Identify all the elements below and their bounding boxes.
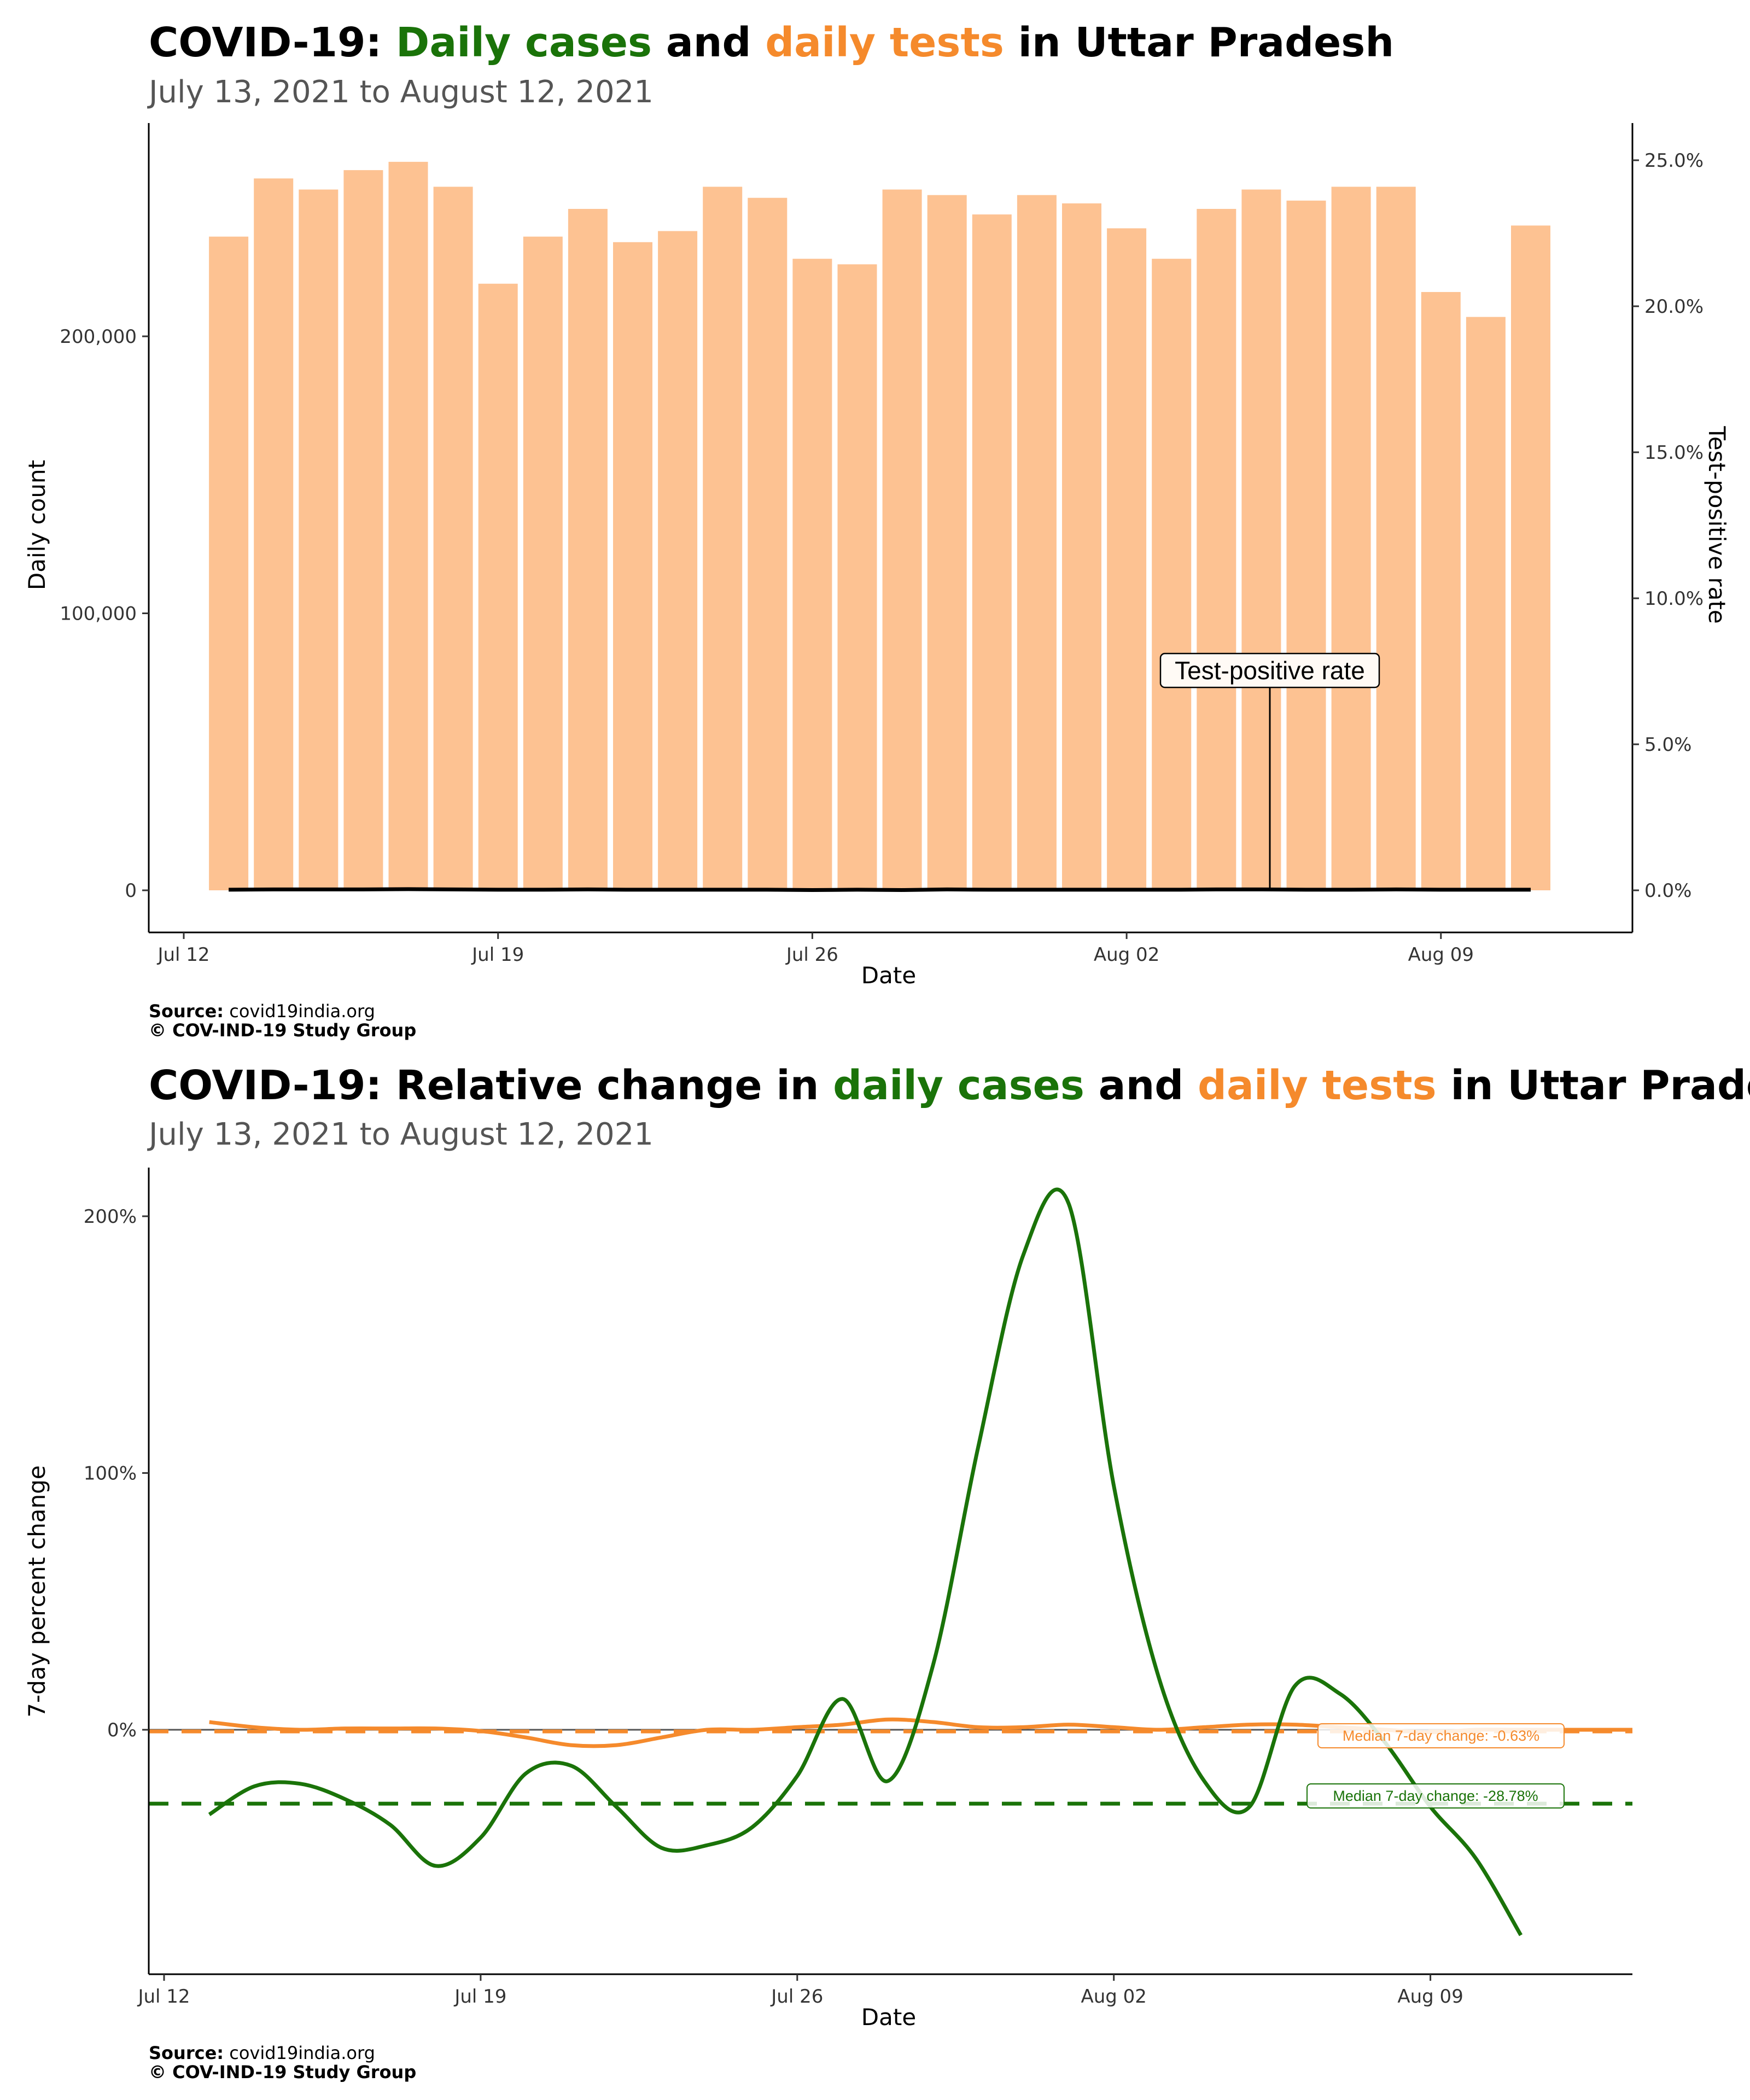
test-bar <box>1376 186 1416 890</box>
test-bar <box>388 161 428 890</box>
top-y-tick-label: 200,000 <box>60 326 137 348</box>
test-bar <box>478 283 518 890</box>
top-copyright: © COV-IND-19 Study Group <box>149 1020 416 1041</box>
test-bar <box>523 236 563 890</box>
test-bar <box>792 259 832 891</box>
bottom-x-axis-title: Date <box>861 2004 916 2031</box>
annotation-tpr-label: Test-positive rate <box>1175 656 1365 685</box>
test-bar <box>1241 189 1281 891</box>
bottom-x-tick-label: Jul 19 <box>453 1986 506 2008</box>
top-axes-group: 0 100,000 200,000 0.0% 5.0% 10.0% 15.0% 20.0% 25… <box>60 123 1704 966</box>
top-title-cases: Daily cases <box>396 19 652 66</box>
test-bar <box>1152 259 1192 891</box>
top-y2-tick-label: 15.0% <box>1644 442 1704 464</box>
median-cases-label: Median 7-day change: -28.78% <box>1333 1788 1538 1804</box>
top-title-tests: daily tests <box>765 19 1004 66</box>
bottom-copyright: © COV-IND-19 Study Group <box>149 2062 416 2082</box>
bottom-x-tick-label: Aug 02 <box>1081 1986 1146 2008</box>
test-bar <box>433 186 473 890</box>
top-x-tick-label: Jul 26 <box>785 944 838 966</box>
test-bar <box>1421 291 1461 891</box>
top-chart-subtitle: July 13, 2021 to August 12, 2021 <box>147 74 654 110</box>
test-bar <box>1466 317 1506 891</box>
top-x-axis-title: Date <box>861 962 916 989</box>
bottom-chart-title: COVID-19: Relative change in daily cases… <box>149 1062 1750 1109</box>
bottom-x-tick-label: Aug 09 <box>1397 1986 1463 2008</box>
median-tests-box <box>1317 1723 1565 1748</box>
top-x-tick-label: Aug 09 <box>1408 944 1474 966</box>
median-tests-label: Median 7-day change: -0.63% <box>1343 1728 1539 1744</box>
test-bar <box>658 231 698 890</box>
tpr-line <box>229 887 1531 892</box>
bottom-title-tests: daily tests <box>1198 1062 1437 1109</box>
top-y-tick-label: 100,000 <box>60 603 137 625</box>
top-y2-axis-title: Test-positive rate <box>1704 425 1730 623</box>
bottom-y-axis-title: 7-day percent change <box>24 1465 50 1717</box>
test-bar <box>837 264 877 890</box>
test-bar <box>613 242 652 890</box>
test-bar <box>1197 209 1236 890</box>
test-bar <box>1286 200 1326 891</box>
test-bar <box>882 189 922 891</box>
bottom-x-tick-label: Jul 26 <box>770 1986 823 2008</box>
test-bar <box>748 197 788 890</box>
top-y-axis-title: Daily count <box>24 460 50 590</box>
annotation-box <box>1159 652 1380 689</box>
top-y2-tick-label: 0.0% <box>1644 880 1691 902</box>
bottom-plot-group: 0% 100% 200% Jul 12 Jul 19 Jul 26 Aug 02 Aug 09 <box>84 1168 1632 2008</box>
test-bar <box>1062 203 1101 890</box>
median-cases-box <box>1306 1783 1565 1809</box>
test-bar <box>299 189 339 891</box>
test-bar <box>1511 225 1550 890</box>
test-bar <box>972 214 1012 890</box>
test-bar <box>254 178 294 890</box>
top-bars-group <box>209 161 1550 892</box>
test-bar <box>568 209 608 890</box>
top-x-tick-label: Jul 19 <box>471 944 524 966</box>
top-y-tick-label: 0 <box>125 880 137 902</box>
top-chart-title: COVID-19: Daily cases and daily tests in… <box>149 19 1394 66</box>
bottom-y-tick-label: 200% <box>84 1206 137 1228</box>
bottom-y-tick-label: 100% <box>84 1463 137 1485</box>
test-bar <box>703 186 743 890</box>
top-x-tick-label: Jul 12 <box>156 944 209 966</box>
test-bar <box>1331 186 1371 890</box>
test-bar <box>209 236 249 890</box>
test-bar <box>343 170 383 891</box>
test-bar <box>1107 228 1147 891</box>
bottom-source: Source: covid19india.org <box>149 2043 375 2063</box>
bottom-x-tick-label: Jul 12 <box>137 1986 190 2008</box>
top-source: Source: covid19india.org <box>149 1001 375 1022</box>
top-y2-tick-label: 5.0% <box>1644 734 1691 756</box>
top-x-tick-label: Aug 02 <box>1094 944 1159 966</box>
cases-change-line <box>208 1187 1523 1936</box>
bottom-y-tick-label: 0% <box>107 1719 137 1741</box>
top-y2-tick-label: 25.0% <box>1644 150 1704 172</box>
test-bar <box>927 195 967 890</box>
top-y2-tick-label: 10.0% <box>1644 588 1704 610</box>
bottom-chart-subtitle: July 13, 2021 to August 12, 2021 <box>147 1117 654 1152</box>
top-y2-tick-label: 20.0% <box>1644 296 1704 318</box>
bottom-title-cases: daily cases <box>833 1062 1084 1109</box>
test-bar <box>1017 195 1057 890</box>
